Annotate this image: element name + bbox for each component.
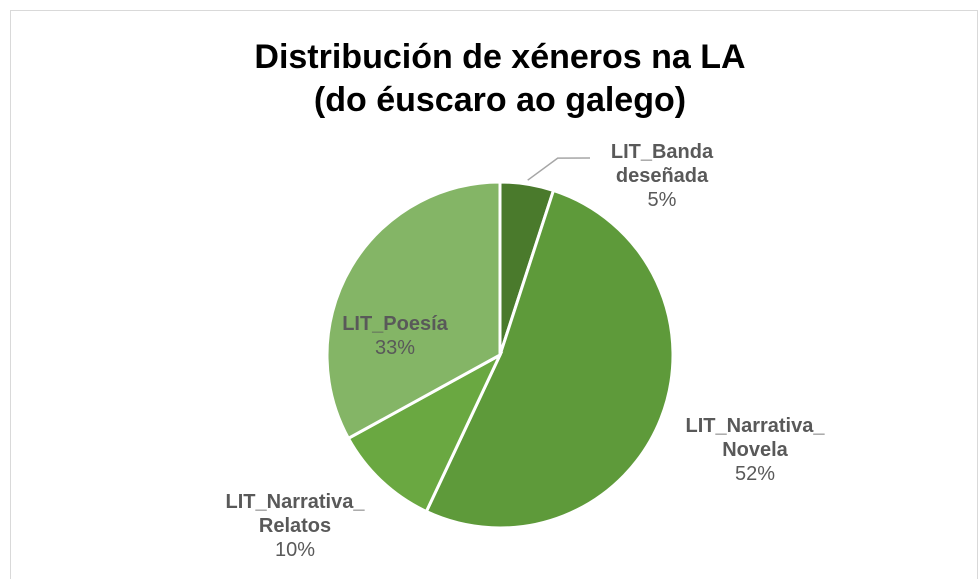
pie-slice bbox=[424, 188, 675, 530]
text-line: LIT_Poesía bbox=[342, 313, 448, 335]
value-label: 5% bbox=[648, 189, 677, 211]
text-line: LIT_Narrativa_ bbox=[686, 415, 826, 437]
value-label: 10% bbox=[275, 539, 315, 561]
text-line: LIT_Narrativa_ bbox=[226, 491, 366, 513]
text-line: Distribución de xéneros na LA bbox=[254, 38, 745, 76]
pie-slice bbox=[325, 180, 502, 441]
text-line: LIT_Banda bbox=[611, 141, 714, 163]
chart-title: Distribución de xéneros na LA (do éuscaro… bbox=[254, 38, 745, 119]
category-label: LIT_Poesía bbox=[342, 313, 448, 335]
text-line: Novela bbox=[722, 439, 788, 461]
text-line: Relatos bbox=[259, 515, 331, 537]
value-label: 33% bbox=[375, 337, 415, 359]
leader-line bbox=[527, 157, 591, 181]
category-label: LIT_Narrativa_ Novela bbox=[686, 415, 826, 461]
value-label: 52% bbox=[735, 463, 775, 485]
text-line: deseñada bbox=[616, 165, 709, 187]
category-label: LIT_Banda deseñada bbox=[611, 141, 714, 187]
text-line: (do éuscaro ao galego) bbox=[314, 81, 686, 119]
pie-slice bbox=[346, 351, 504, 514]
category-label: LIT_Narrativa_ Relatos bbox=[226, 491, 366, 537]
